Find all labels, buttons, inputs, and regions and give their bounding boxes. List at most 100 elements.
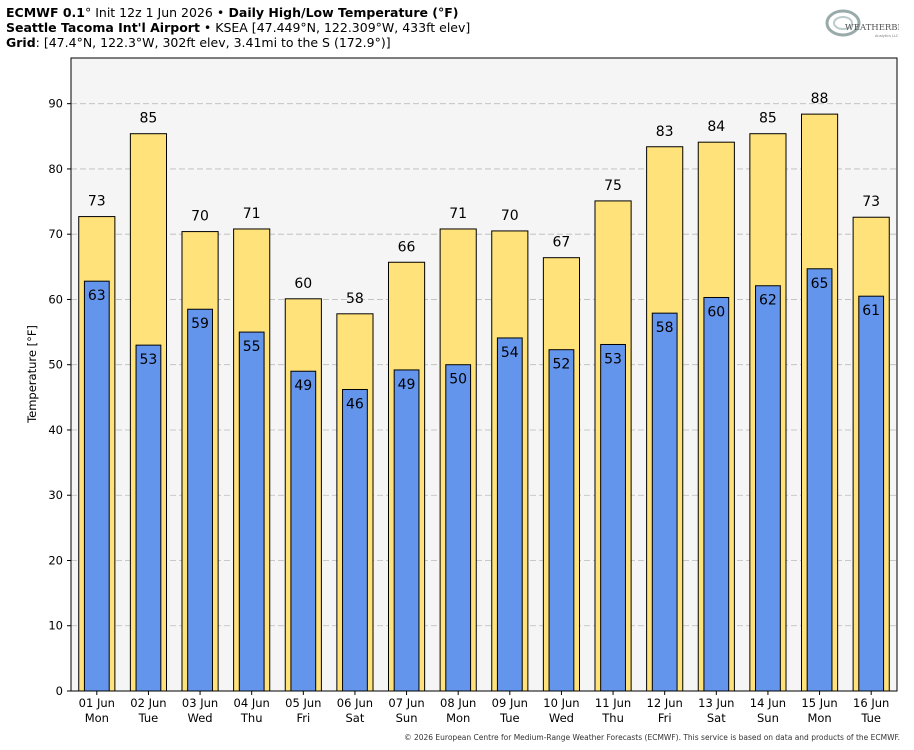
low-temp-bar <box>83 280 110 692</box>
high-temp-label: 67 <box>553 235 571 251</box>
x-tick-date: 10 Jun <box>543 696 579 710</box>
plot-frame <box>70 57 898 692</box>
low-temp-bar <box>806 268 833 692</box>
low-temp-label: 58 <box>656 320 674 336</box>
low-temp-label: 46 <box>346 397 364 413</box>
x-tick-date: 06 Jun <box>337 696 373 710</box>
low-temp-bar <box>548 349 575 692</box>
low-temp-label: 59 <box>191 316 209 332</box>
x-tick-weekday: Fri <box>658 711 672 725</box>
grid-label: Grid <box>6 35 36 50</box>
high-temp-label: 66 <box>398 239 416 255</box>
y-tick-label: 40 <box>48 423 63 437</box>
x-tick-weekday: Sat <box>707 711 726 725</box>
station-line: Seattle Tacoma Int'l Airport • KSEA [47.… <box>6 20 470 35</box>
y-tick-label: 80 <box>48 162 63 176</box>
station-name: Seattle Tacoma Int'l Airport <box>6 20 200 35</box>
x-tick-weekday: Tue <box>860 711 881 725</box>
model-name: ECMWF 0.1 <box>6 5 85 20</box>
low-temp-label: 60 <box>707 304 725 320</box>
x-tick-date: 05 Jun <box>285 696 321 710</box>
low-temp-bar <box>290 370 317 692</box>
x-tick-date: 08 Jun <box>440 696 476 710</box>
x-tick-date: 02 Jun <box>130 696 166 710</box>
x-tick-weekday: Fri <box>296 711 310 725</box>
bullet-separator: • <box>216 5 225 20</box>
x-tick-weekday: Sun <box>757 711 779 725</box>
x-tick-weekday: Wed <box>549 711 574 725</box>
x-tick-date: 16 Jun <box>853 696 889 710</box>
low-temp-bar <box>393 369 420 692</box>
low-temp-bar <box>755 285 781 692</box>
high-temp-label: 73 <box>88 194 106 210</box>
low-temp-bar <box>187 308 213 692</box>
low-temp-label: 53 <box>604 351 622 367</box>
grid-details: : [47.4°N, 122.3°W, 302ft elev, 3.41mi t… <box>35 35 391 50</box>
low-temp-label: 65 <box>811 276 829 292</box>
y-axis-label: Temperature [°F] <box>25 325 39 424</box>
weatherbell-logo: WEATHERBELL Analytics LLC <box>825 9 899 38</box>
high-temp-label: 71 <box>243 206 261 222</box>
low-temp-label: 54 <box>501 345 519 361</box>
x-tick-weekday: Thu <box>240 711 263 725</box>
title-line: ECMWF 0.1° Init 12z 1 Jun 2026 • Daily H… <box>6 5 459 20</box>
y-tick-label: 70 <box>48 227 63 241</box>
low-temp-label: 55 <box>243 339 261 355</box>
x-tick-date: 04 Jun <box>234 696 270 710</box>
low-temp-bar <box>600 343 626 692</box>
low-temp-bar <box>496 337 523 692</box>
x-tick-weekday: Mon <box>807 711 831 725</box>
x-tick-date: 13 Jun <box>698 696 734 710</box>
high-temp-label: 60 <box>294 276 312 292</box>
low-temp-label: 49 <box>294 378 312 394</box>
high-temp-label: 75 <box>604 178 622 194</box>
data-labels: 73 63 85 53 70 59 71 55 60 49 58 46 66 49 71 50 70 54 67 52… <box>88 91 880 412</box>
x-tick-weekday: Tue <box>499 711 520 725</box>
x-tick-date: 07 Jun <box>388 696 424 710</box>
x-tick-weekday: Mon <box>85 711 109 725</box>
low-temp-bar <box>703 296 730 692</box>
logo-text: WEATHERBELL <box>845 23 899 33</box>
x-tick-date: 09 Jun <box>492 696 528 710</box>
x-tick-weekday: Sat <box>346 711 365 725</box>
copyright-notice: © 2026 European Centre for Medium-Range … <box>404 733 900 742</box>
x-tick-date: 12 Jun <box>647 696 683 710</box>
low-temp-bar <box>858 295 885 692</box>
high-temp-label: 83 <box>656 124 674 140</box>
low-temp-label: 63 <box>88 288 106 304</box>
x-tick-weekday: Mon <box>446 711 470 725</box>
grid-line: Grid: [47.4°N, 122.3°W, 302ft elev, 3.41… <box>6 35 391 50</box>
y-tick-label: 50 <box>48 358 63 372</box>
high-temp-label: 85 <box>140 111 158 127</box>
high-temp-label: 70 <box>191 209 209 225</box>
logo-subtext: Analytics LLC <box>875 34 899 38</box>
x-tick-date: 11 Jun <box>595 696 631 710</box>
x-tick-date: 03 Jun <box>182 696 218 710</box>
high-temp-label: 70 <box>501 208 519 224</box>
x-tick-weekday: Sun <box>396 711 418 725</box>
x-tick-weekday: Wed <box>188 711 213 725</box>
low-temp-label: 50 <box>449 372 467 388</box>
x-tick-date: 15 Jun <box>801 696 837 710</box>
high-temp-label: 88 <box>811 91 829 107</box>
high-temp-label: 84 <box>707 119 725 135</box>
y-tick-label: 60 <box>48 292 63 306</box>
high-temp-label: 71 <box>449 206 467 222</box>
high-temp-label: 85 <box>759 111 777 127</box>
x-tick-date: 14 Jun <box>750 696 786 710</box>
low-temp-bar <box>651 312 678 692</box>
x-tick-weekday: Tue <box>138 711 159 725</box>
low-temp-label: 53 <box>140 352 158 368</box>
y-tick-label: 30 <box>48 488 63 502</box>
product-title: Daily High/Low Temperature (°F) <box>224 5 459 20</box>
init-time: Init 12z 1 Jun 2026 <box>91 5 217 20</box>
y-tick-label: 10 <box>48 619 63 633</box>
station-details: • KSEA [47.449°N, 122.309°W, 433ft elev] <box>199 20 471 35</box>
low-temp-label: 52 <box>553 357 571 373</box>
low-temp-label: 49 <box>398 377 416 393</box>
low-temp-label: 62 <box>759 293 777 309</box>
low-temp-label: 61 <box>862 303 880 319</box>
degree-sign: ° <box>84 5 92 20</box>
x-tick-weekday: Thu <box>601 711 624 725</box>
